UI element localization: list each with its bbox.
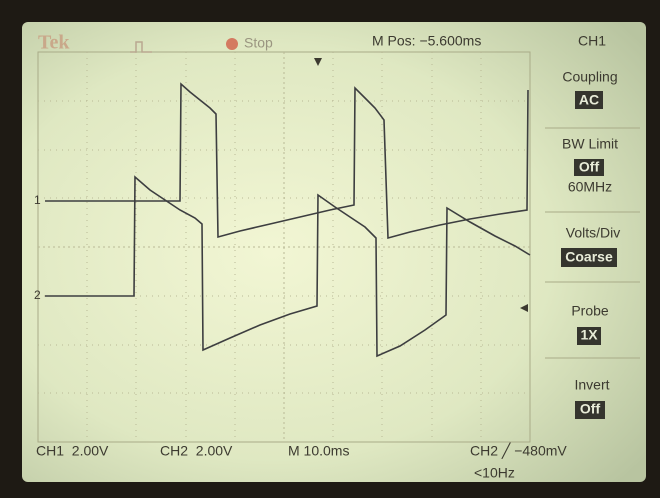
menu-label[interactable]: BW Limit	[562, 136, 618, 152]
position: M Pos: −5.600ms	[372, 33, 481, 49]
stop-indicator	[226, 38, 238, 50]
frequency: <10Hz	[474, 465, 515, 481]
menu-label[interactable]: Coupling	[562, 69, 617, 85]
trigger: CH2 ╱ −480mV	[470, 443, 567, 460]
menu-title: CH1	[578, 33, 606, 49]
menu-note: 60MHz	[568, 179, 612, 195]
ch2-scale: CH2 2.00V	[160, 443, 233, 459]
menu-label[interactable]: Invert	[574, 377, 609, 393]
menu-label[interactable]: Probe	[571, 303, 609, 319]
menu-value[interactable]: 1X	[580, 327, 598, 343]
ch1-marker: 1	[34, 193, 41, 207]
menu-value[interactable]: AC	[579, 92, 599, 108]
oscilloscope-screen: Tek Stop M Pos: −5.600ms 1 2 CH1 Couplin…	[0, 0, 660, 498]
menu-value[interactable]: Off	[579, 159, 600, 175]
menu-value[interactable]: Coarse	[565, 249, 613, 265]
ch1-scale: CH1 2.00V	[36, 443, 109, 459]
menu-label[interactable]: Volts/Div	[566, 225, 620, 241]
display	[22, 22, 646, 482]
timebase: M 10.0ms	[288, 443, 349, 459]
ch2-marker: 2	[34, 288, 41, 302]
brand: Tek	[38, 32, 70, 54]
menu-value[interactable]: Off	[580, 401, 601, 417]
status: Stop	[244, 35, 273, 51]
